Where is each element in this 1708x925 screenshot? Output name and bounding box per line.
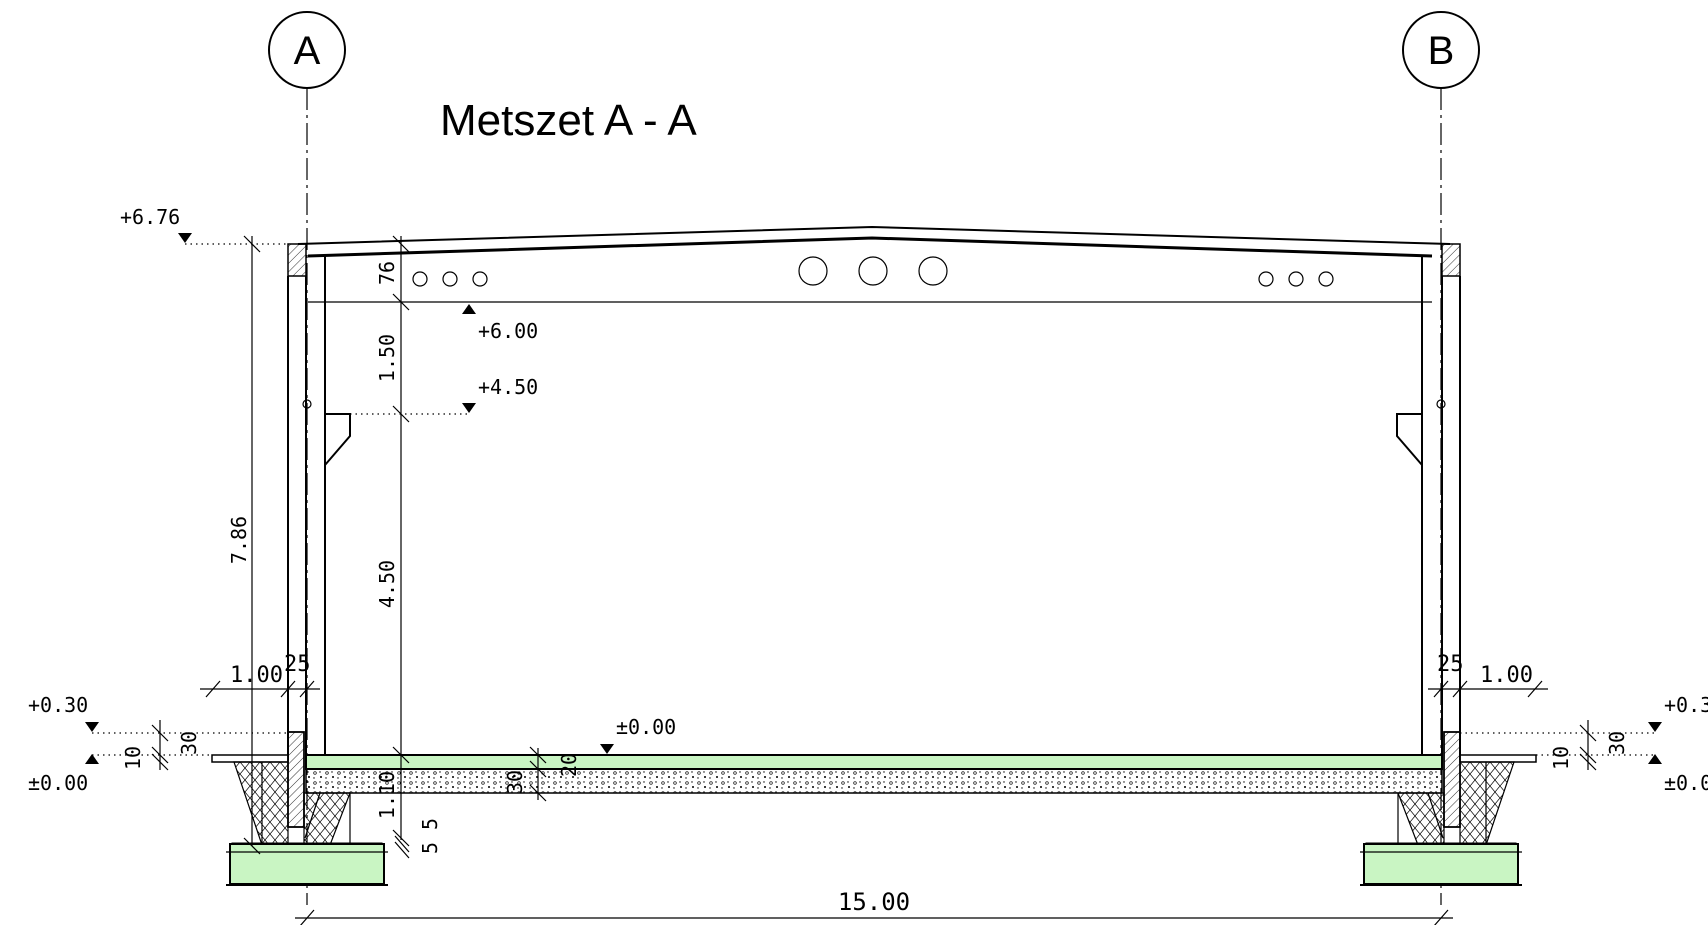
level-corbel: +4.50: [350, 375, 538, 415]
dim-small-5b: 5: [418, 842, 442, 854]
dim-subbase-30: 30: [503, 770, 527, 794]
grid-axis-b-label: B: [1428, 29, 1455, 73]
dim-left-step-30: 30: [177, 731, 201, 755]
dim-right-steps: 30 10: [1549, 720, 1629, 771]
dim-total-height: 7.86: [227, 235, 261, 855]
dim-left-column-width: 25: [284, 652, 311, 677]
level-ground-right: +0.3 ±0.0: [1460, 693, 1708, 795]
dim-right-step-10: 10: [1549, 746, 1573, 770]
dim-slab-20: 20: [557, 753, 581, 777]
dim-left-step-10: 10: [121, 746, 145, 770]
right-column: [1396, 243, 1461, 760]
dim-vertical-stack: 76 1.50 4.50 1.10 5 5: [375, 235, 442, 859]
level-ground-left: +0.30 ±0.00: [28, 693, 288, 795]
roof-beam: [297, 225, 1451, 303]
dim-beam-to-corbel-label: 1.50: [375, 334, 399, 382]
dim-left-steps: 30 10: [121, 720, 201, 771]
level-floor: ±0.00: [600, 715, 676, 754]
dim-right-column-width: 25: [1437, 652, 1464, 677]
grid-axis-a-label: A: [294, 29, 321, 73]
level-floor-label: ±0.00: [616, 715, 676, 739]
level-ground-right-upper: +0.3: [1664, 693, 1708, 717]
dim-right-horizontal: 25 1.00: [1428, 652, 1548, 698]
dim-foundation-depth-label: 1.10: [375, 771, 399, 819]
floor-slab: [305, 754, 1443, 794]
level-corbel-label: +4.50: [478, 375, 538, 399]
level-beam-bottom: +6.00: [462, 304, 538, 343]
dim-right-offset: 1.00: [1480, 663, 1533, 688]
level-top-label: +6.76: [120, 205, 180, 229]
left-column: [287, 243, 351, 760]
level-ground-left-lower: ±0.00: [28, 771, 88, 795]
dim-slab: 20 30: [503, 746, 581, 802]
level-beam-bottom-label: +6.00: [478, 319, 538, 343]
dim-corbel-height-label: 4.50: [375, 560, 399, 608]
left-foundation: [211, 731, 388, 886]
right-foundation: [1360, 731, 1537, 886]
dim-total-height-label: 7.86: [227, 516, 251, 564]
level-top: +6.76: [120, 205, 288, 245]
dim-left-offset: 1.00: [230, 663, 283, 688]
dim-small-5a: 5: [418, 818, 442, 830]
dim-left-horizontal: 1.00 25: [200, 652, 320, 698]
dim-span-label: 15.00: [838, 888, 910, 916]
level-ground-left-upper: +0.30: [28, 693, 88, 717]
section-title: Metszet A - A: [440, 96, 697, 145]
dim-span: 15.00: [295, 888, 1453, 925]
dim-right-step-30: 30: [1605, 731, 1629, 755]
dim-beam-depth-label: 76: [375, 261, 399, 285]
level-ground-right-lower: ±0.0: [1664, 771, 1708, 795]
